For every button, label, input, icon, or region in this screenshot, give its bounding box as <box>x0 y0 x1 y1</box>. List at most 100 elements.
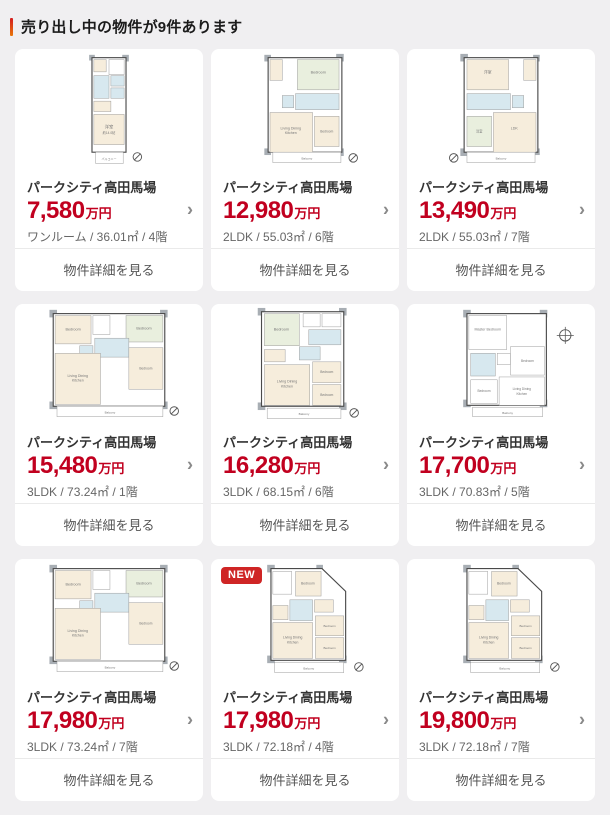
property-details: 3LDK / 72.18㎡ / 4階 <box>223 740 334 754</box>
property-info: パークシティ高田馬場 13,490 万円 › 2LDK / 55.03㎡ / 7… <box>407 176 595 245</box>
chevron-right-icon: › <box>187 454 193 475</box>
detail-link[interactable]: 物件詳細を見る <box>211 503 399 546</box>
property-card[interactable]: 洋室 LDK 洋室 Balcony パークシティ高田馬場 13,490 万円 › 2L… <box>407 49 595 291</box>
price-row: 17,980 万円 › <box>223 707 389 735</box>
property-info: パークシティ高田馬場 17,980 万円 › 3LDK / 72.18㎡ / 4… <box>211 686 399 755</box>
chevron-right-icon: › <box>187 199 193 220</box>
property-card[interactable]: Master Bedroom Bedroom Bedroom Living Dinin… <box>407 304 595 546</box>
svg-text:Bedroom: Bedroom <box>519 624 532 628</box>
property-card[interactable]: Bedroom Living Dining Kitchen Bedroom Bedroo… <box>407 559 595 801</box>
detail-link[interactable]: 物件詳細を見る <box>15 503 203 546</box>
floorplan-image: Bedroom Living Dining Kitchen Bedroom Bedroo… <box>407 559 595 686</box>
price-row: 15,480 万円 › <box>27 452 193 480</box>
detail-link[interactable]: 物件詳細を見る <box>407 503 595 546</box>
svg-text:Balcony: Balcony <box>299 412 310 416</box>
detail-link[interactable]: 物件詳細を見る <box>211 248 399 291</box>
svg-text:Bedroom: Bedroom <box>477 389 490 393</box>
svg-text:Kitchen: Kitchen <box>72 634 84 638</box>
property-name: パークシティ高田馬場 <box>27 690 157 705</box>
svg-text:Bedroom: Bedroom <box>521 359 534 363</box>
property-price: 17,980 <box>223 707 294 734</box>
property-price: 19,800 <box>419 707 490 734</box>
property-card[interactable]: Bedroom Bedroom Living Dining Kitchen Bedroo… <box>15 304 203 546</box>
svg-text:Bedroom: Bedroom <box>323 624 336 628</box>
chevron-right-icon: › <box>383 454 389 475</box>
price-unit-label: 万円 <box>490 716 517 731</box>
svg-text:Bedroom: Bedroom <box>301 582 315 586</box>
svg-text:洋室: 洋室 <box>476 128 483 133</box>
detail-link[interactable]: 物件詳細を見る <box>407 248 595 291</box>
property-grid: 洋室 約14.0帖 バルコニー パークシティ高田馬場 7,580 万円 › ワンルー… <box>0 49 610 801</box>
svg-text:Balcony: Balcony <box>105 410 116 414</box>
property-name: パークシティ高田馬場 <box>419 180 549 195</box>
property-info: パークシティ高田馬場 19,800 万円 › 3LDK / 72.18㎡ / 7… <box>407 686 595 755</box>
price-unit-label: 万円 <box>490 206 517 221</box>
svg-text:Balcony: Balcony <box>105 665 116 669</box>
property-name: パークシティ高田馬場 <box>419 690 549 705</box>
price-row: 12,980 万円 › <box>223 197 389 225</box>
svg-text:Bedroom: Bedroom <box>519 646 532 650</box>
property-name: パークシティ高田馬場 <box>223 435 353 450</box>
svg-text:Kitchen: Kitchen <box>72 379 84 383</box>
price-unit-label: 万円 <box>294 716 321 731</box>
property-price: 7,580 <box>27 197 85 224</box>
header-accent-bar <box>10 17 13 36</box>
property-price: 12,980 <box>223 197 294 224</box>
floorplan-image: Bedroom Bedroom Living Dining Kitchen Bedroo… <box>15 304 203 431</box>
property-card[interactable]: Bedroom Living Dining Kitchen Bedroom Bedroo… <box>211 559 399 801</box>
svg-text:Bedroom: Bedroom <box>136 582 151 586</box>
property-name: パークシティ高田馬場 <box>27 180 157 195</box>
detail-link[interactable]: 物件詳細を見る <box>211 758 399 801</box>
page-title: 売り出し中の物件が9件あります <box>21 19 243 36</box>
svg-text:Kitchen: Kitchen <box>287 640 298 644</box>
price-unit-label: 万円 <box>294 206 321 221</box>
chevron-right-icon: › <box>383 709 389 730</box>
svg-text:Living Dining: Living Dining <box>68 629 89 633</box>
property-info: パークシティ高田馬場 17,700 万円 › 3LDK / 70.83㎡ / 5… <box>407 431 595 500</box>
svg-text:Bedroom: Bedroom <box>65 328 80 332</box>
price-unit-label: 万円 <box>85 206 112 221</box>
chevron-right-icon: › <box>579 454 585 475</box>
property-card[interactable]: Bedroom Bedroom Living Dining Kitchen Bedroo… <box>15 559 203 801</box>
property-details: 2LDK / 55.03㎡ / 7階 <box>419 230 530 244</box>
svg-text:Bedroom: Bedroom <box>136 327 151 331</box>
property-info: パークシティ高田馬場 16,280 万円 › 3LDK / 68.15㎡ / 6… <box>211 431 399 500</box>
property-details: 2LDK / 55.03㎡ / 6階 <box>223 230 334 244</box>
property-name: パークシティ高田馬場 <box>223 180 353 195</box>
svg-text:Bedroom: Bedroom <box>311 71 326 75</box>
floorplan-image: 洋室 約14.0帖 バルコニー <box>15 49 203 176</box>
svg-text:Bedroom: Bedroom <box>320 370 333 374</box>
svg-text:Bedroom: Bedroom <box>320 393 333 397</box>
property-details: 3LDK / 72.18㎡ / 7階 <box>419 740 530 754</box>
floorplan-image: 洋室 LDK 洋室 Balcony <box>407 49 595 176</box>
svg-text:Kitchen: Kitchen <box>281 384 293 388</box>
svg-text:Balcony: Balcony <box>303 666 314 670</box>
property-info: パークシティ高田馬場 7,580 万円 › ワンルーム / 36.01㎡ / 4… <box>15 176 203 245</box>
new-badge: NEW <box>221 567 263 584</box>
property-card[interactable]: 洋室 約14.0帖 バルコニー パークシティ高田馬場 7,580 万円 › ワンルー… <box>15 49 203 291</box>
property-card[interactable]: Bedroom Living Dining Kitchen Bedroom Bedroo… <box>211 304 399 546</box>
property-price: 17,980 <box>27 707 98 734</box>
property-price: 16,280 <box>223 452 294 479</box>
price-unit-label: 万円 <box>98 716 125 731</box>
property-price: 17,700 <box>419 452 490 479</box>
detail-link[interactable]: 物件詳細を見る <box>407 758 595 801</box>
detail-link[interactable]: 物件詳細を見る <box>15 758 203 801</box>
property-info: パークシティ高田馬場 12,980 万円 › 2LDK / 55.03㎡ / 6… <box>211 176 399 245</box>
svg-text:Bedroom: Bedroom <box>497 582 511 586</box>
property-details: 3LDK / 68.15㎡ / 6階 <box>223 485 334 499</box>
svg-text:Living Dining: Living Dining <box>281 127 302 131</box>
page-header: 売り出し中の物件が9件あります <box>0 0 610 49</box>
property-card[interactable]: Bedroom Living Dining Kitchen Bedroom Balcon… <box>211 49 399 291</box>
price-row: 17,700 万円 › <box>419 452 585 480</box>
svg-text:LDK: LDK <box>511 127 519 131</box>
svg-text:約14.0帖: 約14.0帖 <box>103 130 116 135</box>
property-details: ワンルーム / 36.01㎡ / 4階 <box>27 230 168 244</box>
floorplan-image: Bedroom Living Dining Kitchen Bedroom Bedroo… <box>211 559 399 686</box>
detail-link[interactable]: 物件詳細を見る <box>15 248 203 291</box>
svg-text:Living Dining: Living Dining <box>479 636 499 640</box>
